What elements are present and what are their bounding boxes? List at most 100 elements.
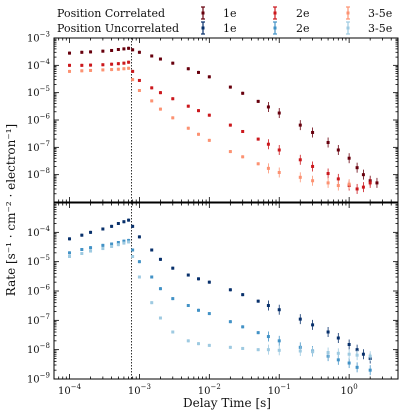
data-point bbox=[110, 48, 114, 52]
data-point bbox=[131, 69, 135, 73]
data-point bbox=[347, 343, 351, 347]
data-point bbox=[101, 247, 105, 251]
data-point bbox=[326, 330, 330, 334]
series-1e bbox=[68, 218, 372, 364]
data-point bbox=[101, 63, 105, 67]
data-point bbox=[326, 181, 330, 185]
data-point bbox=[127, 66, 131, 70]
data-point bbox=[207, 280, 211, 284]
legend-marker-correlated-2e bbox=[273, 6, 277, 20]
data-point bbox=[298, 158, 302, 162]
data-point bbox=[347, 361, 351, 365]
data-point bbox=[375, 181, 379, 185]
data-point bbox=[336, 351, 340, 355]
legend-row-label-uncorrelated: Position Uncorrelated bbox=[57, 22, 179, 35]
data-point bbox=[127, 238, 131, 242]
data-point bbox=[228, 123, 232, 127]
data-point bbox=[127, 218, 131, 222]
data-point bbox=[150, 99, 154, 103]
data-point bbox=[68, 255, 72, 259]
data-point bbox=[122, 220, 126, 224]
data-point bbox=[110, 62, 114, 66]
data-point bbox=[171, 297, 175, 301]
data-point bbox=[150, 301, 154, 305]
data-point bbox=[355, 353, 359, 357]
data-point bbox=[116, 243, 120, 247]
data-point bbox=[150, 275, 154, 279]
series-3-5e bbox=[68, 66, 351, 191]
data-point bbox=[158, 91, 162, 95]
legend-marker-correlated-1e bbox=[201, 6, 205, 20]
data-point bbox=[196, 70, 200, 74]
data-point bbox=[116, 67, 120, 71]
data-point bbox=[186, 104, 190, 108]
data-point bbox=[266, 105, 270, 109]
data-point bbox=[101, 243, 105, 247]
data-point bbox=[122, 67, 126, 71]
data-point bbox=[311, 164, 315, 168]
data-point bbox=[89, 246, 93, 250]
data-point bbox=[298, 175, 302, 179]
data-point bbox=[80, 251, 84, 255]
legend-marker-uncorrelated-3-5e bbox=[346, 21, 350, 35]
data-point bbox=[228, 320, 232, 324]
legend-marker-correlated-3-5e bbox=[346, 6, 350, 20]
data-point bbox=[186, 304, 190, 308]
data-point bbox=[241, 91, 245, 95]
data-point bbox=[241, 346, 245, 350]
data-point bbox=[171, 97, 175, 101]
data-point bbox=[68, 63, 72, 67]
data-point bbox=[256, 299, 260, 303]
data-point bbox=[127, 46, 131, 50]
data-point bbox=[137, 275, 141, 279]
legend: Position Correlated Position Uncorrelate… bbox=[57, 6, 392, 35]
data-point bbox=[207, 75, 211, 79]
data-point bbox=[131, 255, 135, 259]
data-point bbox=[298, 123, 302, 127]
data-point bbox=[241, 129, 245, 133]
data-point bbox=[68, 69, 72, 73]
data-point bbox=[150, 248, 154, 252]
data-point bbox=[186, 339, 190, 343]
data-point bbox=[355, 187, 359, 191]
data-point bbox=[326, 141, 330, 145]
data-point bbox=[241, 325, 245, 329]
y-axis-label: Rate [s⁻¹ · cm⁻² · electron⁻¹] bbox=[4, 124, 18, 296]
data-point bbox=[277, 111, 281, 115]
data-point bbox=[171, 330, 175, 334]
data-point bbox=[116, 222, 120, 226]
data-point bbox=[186, 67, 190, 71]
legend-label-correlated-2e: 2e bbox=[296, 7, 310, 20]
data-point bbox=[361, 173, 365, 177]
data-point bbox=[171, 116, 175, 120]
data-point bbox=[256, 99, 260, 103]
data-point bbox=[347, 156, 351, 160]
data-point bbox=[68, 51, 72, 55]
data-point bbox=[137, 260, 141, 264]
data-point bbox=[137, 89, 141, 93]
series-2e bbox=[68, 60, 372, 194]
data-point bbox=[131, 48, 135, 52]
data-point bbox=[277, 308, 281, 312]
data-point bbox=[80, 233, 84, 237]
data-point bbox=[298, 317, 302, 321]
data-point bbox=[368, 368, 372, 372]
data-point bbox=[207, 343, 211, 347]
data-point bbox=[127, 240, 131, 244]
data-point bbox=[196, 277, 200, 281]
data-point bbox=[89, 68, 93, 72]
data-point bbox=[368, 354, 372, 358]
data-point bbox=[122, 239, 126, 243]
data-point bbox=[298, 349, 302, 353]
data-point bbox=[326, 172, 330, 176]
data-point bbox=[110, 224, 114, 228]
data-point bbox=[361, 185, 365, 189]
data-point bbox=[110, 242, 114, 246]
data-point bbox=[277, 339, 281, 343]
data-point bbox=[355, 166, 359, 170]
data-point bbox=[150, 86, 154, 90]
legend-label-uncorrelated-1e: 1e bbox=[223, 22, 237, 35]
legend-label-uncorrelated-3-5e: 3-5e bbox=[368, 22, 392, 35]
